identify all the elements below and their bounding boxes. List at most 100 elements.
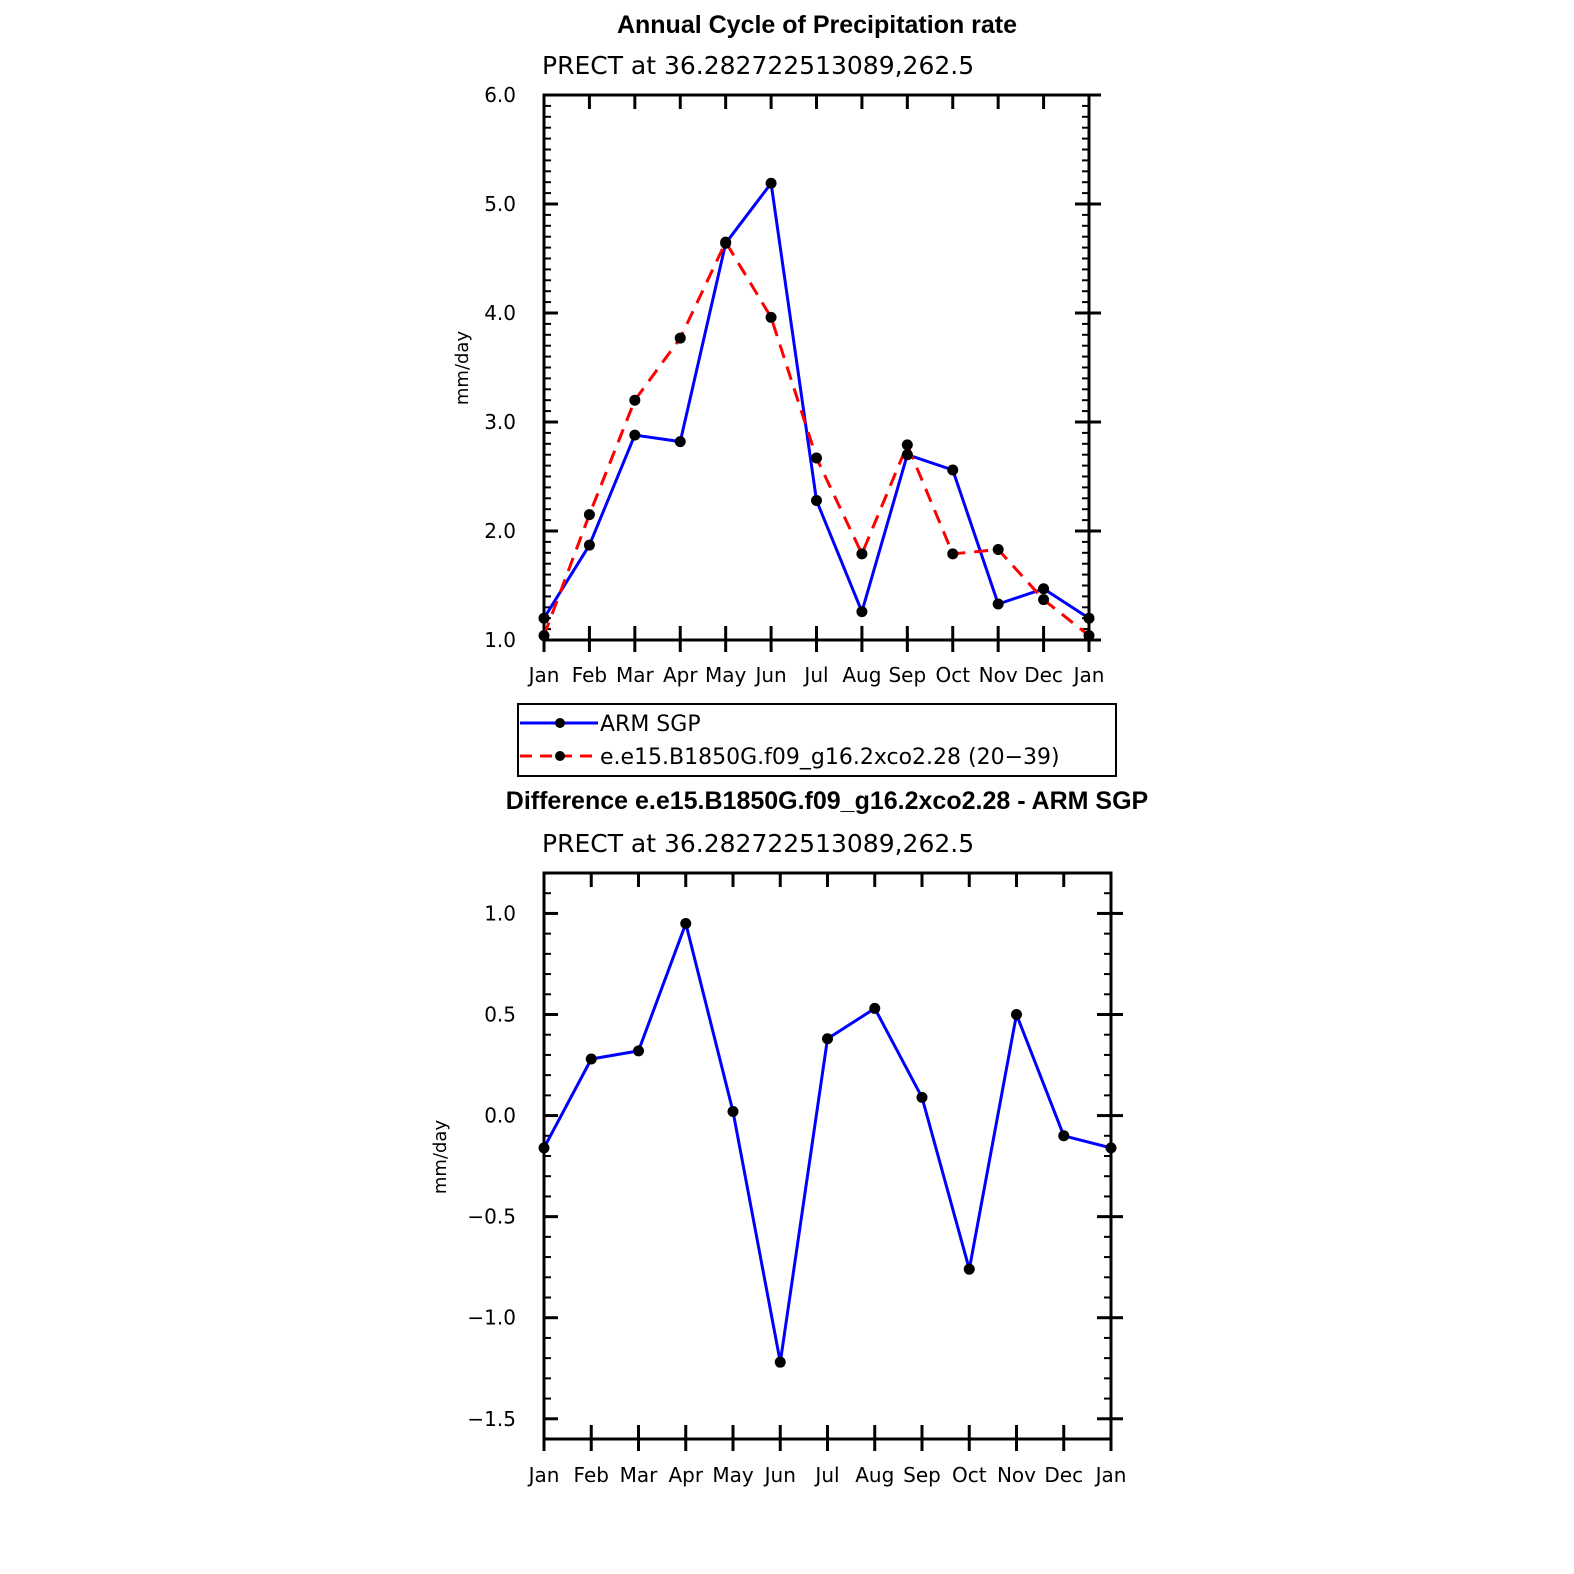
data-point — [947, 548, 959, 560]
y-axis-label: mm/day — [452, 331, 473, 406]
annual-cycle-panel: Annual Cycle of Precipitation rate PRECT… — [452, 11, 1104, 687]
y-tick-label: 2.0 — [484, 519, 516, 543]
series-line-0 — [542, 922, 1112, 1364]
x-tick-label: May — [712, 1463, 754, 1487]
y-tick-labels: −1.5 −1.0 −0.5 0.0 0.5 1.0 — [467, 901, 516, 1430]
data-point — [947, 464, 959, 476]
x-tick-label: Feb — [572, 663, 607, 687]
y-tick-label: 0.0 — [484, 1104, 516, 1128]
data-point — [1058, 1130, 1070, 1142]
data-point — [811, 494, 822, 506]
data-point — [916, 1091, 928, 1103]
data-point — [680, 918, 692, 930]
data-point — [869, 1002, 881, 1014]
data-point — [1105, 1142, 1117, 1154]
data-point — [1011, 1009, 1022, 1020]
data-point — [992, 598, 1004, 610]
y-tick-label: 6.0 — [484, 83, 516, 107]
data-point — [1038, 583, 1050, 595]
data-point — [538, 630, 550, 642]
x-tick-label: Nov — [997, 1463, 1036, 1487]
chart-title: Annual Cycle of Precipitation rate — [617, 11, 1017, 39]
x-tick-label: Mar — [616, 663, 655, 687]
x-tick-label: Jan — [1094, 1463, 1127, 1487]
x-tick-label: Mar — [620, 1463, 659, 1487]
data-point — [583, 539, 595, 551]
legend-marker-model — [555, 751, 565, 761]
x-tick-label: Jan — [527, 663, 560, 687]
x-tick-label: Aug — [842, 663, 881, 687]
x-tick-label: Sep — [888, 663, 926, 687]
x-tick-label: Jan — [527, 1463, 560, 1487]
chart-subtitle: PRECT at 36.282722513089,262.5 — [542, 829, 974, 858]
x-tick-label: Apr — [668, 1463, 703, 1487]
data-point — [538, 612, 550, 624]
data-point — [765, 177, 777, 189]
legend-box — [517, 703, 1117, 777]
legend-marker-arm-sgp — [555, 718, 565, 728]
y-tick-label: −0.5 — [467, 1205, 516, 1229]
x-tick-label: May — [705, 663, 747, 687]
y-axis-label: mm/day — [430, 1120, 451, 1195]
data-point — [901, 449, 913, 461]
data-point — [585, 1053, 597, 1065]
x-tick-label: Jul — [813, 1463, 839, 1487]
y-tick-label: 4.0 — [484, 301, 516, 325]
data-point — [822, 1033, 833, 1045]
x-tick-label: Jun — [753, 663, 786, 687]
x-tick-label: Dec — [1024, 663, 1063, 687]
data-point — [633, 1045, 644, 1057]
data-point — [538, 1142, 550, 1154]
difference-panel: Difference e.e15.B1850G.f09_g16.2xco2.28… — [430, 787, 1148, 1487]
x-tick-labels: Jan Feb Mar Apr May Jun Jul Aug Sep Oct Nov Dec Jan — [527, 663, 1105, 687]
x-tick-label: Jan — [1072, 663, 1105, 687]
data-point — [720, 236, 732, 248]
y-tick-label: 3.0 — [484, 410, 516, 434]
x-tick-label: Nov — [979, 663, 1018, 687]
y-tick-labels: 1.0 2.0 3.0 4.0 5.0 6.0 — [484, 83, 516, 652]
legend: ARM SGP e.e15.B1850G.f09_g16.2xco2.28 (2… — [517, 703, 1117, 777]
data-point — [811, 452, 822, 464]
legend-label-arm-sgp: ARM SGP — [600, 712, 701, 737]
data-point — [992, 544, 1004, 556]
chart-subtitle: PRECT at 36.282722513089,262.5 — [542, 51, 974, 80]
series-layer — [538, 177, 1095, 642]
y-tick-label: 0.5 — [484, 1003, 516, 1027]
data-point — [1083, 630, 1095, 642]
data-point — [629, 394, 641, 406]
data-point — [727, 1106, 739, 1118]
data-point — [583, 509, 595, 521]
data-point — [674, 436, 686, 448]
axis-ticks — [542, 93, 1101, 652]
plot-frame — [542, 871, 1113, 1441]
series-line-0 — [542, 181, 1090, 620]
x-tick-labels: Jan Feb Mar Apr May Jun Jul Aug Sep Oct Nov Dec Jan — [527, 1463, 1127, 1487]
plot-frame — [542, 93, 1091, 642]
data-point — [1083, 612, 1095, 624]
data-point — [856, 548, 868, 560]
x-tick-label: Aug — [855, 1463, 894, 1487]
chart-title: Difference e.e15.B1850G.f09_g16.2xco2.28… — [506, 787, 1148, 815]
x-tick-label: Sep — [903, 1463, 941, 1487]
x-tick-label: Apr — [663, 663, 698, 687]
series-line-1 — [542, 240, 1090, 637]
x-tick-label: Oct — [935, 663, 970, 687]
x-tick-label: Jul — [802, 663, 828, 687]
legend-label-model: e.e15.B1850G.f09_g16.2xco2.28 (20−39) — [600, 745, 1060, 770]
x-tick-label: Feb — [574, 1463, 609, 1487]
data-point — [774, 1356, 786, 1368]
x-tick-label: Oct — [952, 1463, 987, 1487]
data-point — [901, 439, 913, 451]
x-tick-label: Dec — [1044, 1463, 1083, 1487]
y-tick-label: 1.0 — [484, 901, 516, 925]
axis-ticks — [542, 872, 1123, 1451]
x-tick-label: Jun — [763, 1463, 796, 1487]
data-point — [765, 311, 777, 323]
data-point — [963, 1263, 975, 1275]
y-tick-label: −1.0 — [467, 1306, 516, 1330]
data-point — [629, 429, 641, 441]
y-tick-label: 5.0 — [484, 192, 516, 216]
data-point — [856, 606, 868, 618]
y-tick-label: −1.5 — [467, 1407, 516, 1431]
